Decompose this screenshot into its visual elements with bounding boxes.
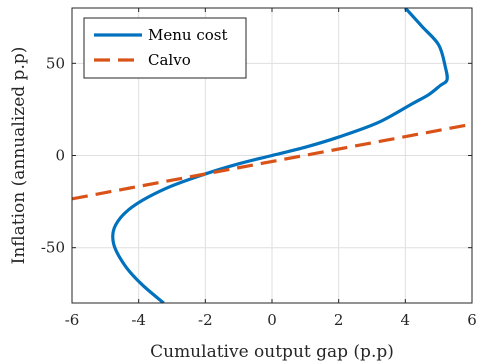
y-tick-label-1: 0 (55, 147, 65, 165)
y-axis-label: Inflation (annualized p.p) (9, 47, 29, 265)
x-tick-label-5: 4 (401, 311, 411, 329)
legend-label-1: Calvo (148, 51, 191, 69)
x-tick-label-2: -2 (198, 311, 213, 329)
legend-box (83, 17, 247, 79)
x-tick-label-0: -6 (65, 311, 80, 329)
y-tick-label-2: 50 (46, 54, 65, 72)
series-line-menu-cost (111, 8, 449, 303)
x-tick-label-1: -4 (131, 311, 146, 329)
series-group (72, 8, 472, 303)
legend-label-0: Menu cost (148, 26, 227, 44)
x-tick-label-3: 0 (267, 311, 277, 329)
series-line-calvo (72, 122, 472, 201)
legend: Menu cost Calvo (83, 17, 247, 79)
ticks (71, 8, 473, 303)
tick-labels: -6 -4 -2 0 2 4 6 -50 0 50 (41, 54, 477, 329)
legend-items: Menu cost Calvo (94, 26, 227, 69)
x-tick-label-4: 2 (334, 311, 344, 329)
x-tick-label-6: 6 (467, 311, 477, 329)
x-axis-label: Cumulative output gap (p.p) (150, 342, 394, 362)
y-tick-label-0: -50 (41, 239, 65, 257)
